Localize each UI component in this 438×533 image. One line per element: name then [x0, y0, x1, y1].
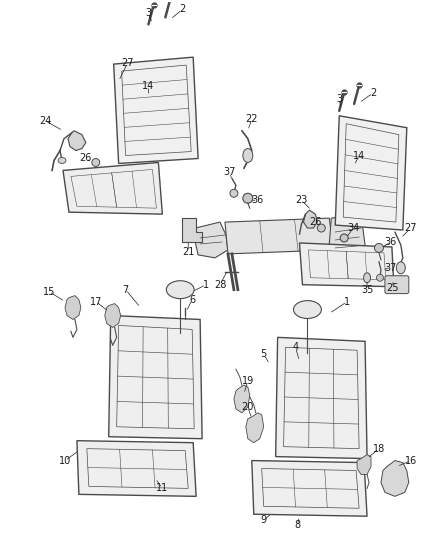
- Text: 25: 25: [387, 282, 399, 293]
- Polygon shape: [182, 218, 202, 242]
- Polygon shape: [63, 163, 162, 214]
- Text: 9: 9: [261, 515, 267, 525]
- FancyBboxPatch shape: [385, 276, 409, 294]
- Text: 22: 22: [246, 114, 258, 124]
- Polygon shape: [276, 337, 367, 458]
- Ellipse shape: [340, 234, 348, 242]
- Text: 1: 1: [344, 296, 350, 306]
- Text: 2: 2: [370, 88, 376, 98]
- Ellipse shape: [364, 273, 371, 282]
- Circle shape: [92, 158, 100, 166]
- Polygon shape: [225, 218, 333, 254]
- Text: 10: 10: [59, 456, 71, 465]
- Text: 37: 37: [224, 167, 236, 177]
- Ellipse shape: [230, 189, 238, 197]
- Polygon shape: [335, 116, 407, 230]
- Ellipse shape: [374, 244, 383, 253]
- Polygon shape: [195, 222, 228, 258]
- Text: 16: 16: [405, 456, 417, 465]
- Ellipse shape: [396, 262, 405, 274]
- Polygon shape: [234, 385, 250, 413]
- Text: 26: 26: [80, 154, 92, 164]
- Polygon shape: [304, 210, 318, 228]
- Text: 6: 6: [189, 295, 195, 304]
- Text: 36: 36: [385, 237, 397, 247]
- Text: 17: 17: [90, 296, 102, 306]
- Text: 1: 1: [203, 280, 209, 290]
- Ellipse shape: [243, 193, 253, 203]
- Polygon shape: [252, 461, 367, 516]
- Polygon shape: [77, 441, 196, 496]
- Text: 37: 37: [385, 263, 397, 273]
- Text: 19: 19: [242, 376, 254, 386]
- Circle shape: [318, 224, 325, 232]
- Text: 18: 18: [373, 443, 385, 454]
- Ellipse shape: [166, 281, 194, 298]
- Text: 28: 28: [214, 280, 226, 290]
- Polygon shape: [329, 215, 365, 262]
- Text: 26: 26: [309, 217, 321, 227]
- Text: 14: 14: [142, 81, 155, 91]
- Text: 3: 3: [145, 9, 152, 19]
- Ellipse shape: [58, 158, 66, 164]
- Polygon shape: [109, 316, 202, 439]
- Text: 7: 7: [123, 285, 129, 295]
- Text: 5: 5: [261, 349, 267, 359]
- Polygon shape: [357, 455, 371, 474]
- Polygon shape: [105, 304, 120, 327]
- Polygon shape: [300, 243, 394, 287]
- Text: 24: 24: [39, 116, 51, 126]
- Polygon shape: [381, 461, 409, 496]
- Text: 27: 27: [121, 58, 134, 68]
- Text: 35: 35: [361, 285, 373, 295]
- Polygon shape: [246, 413, 264, 443]
- Polygon shape: [114, 57, 198, 164]
- Text: 15: 15: [43, 287, 55, 297]
- Text: 21: 21: [182, 247, 194, 257]
- Polygon shape: [68, 131, 86, 150]
- Text: 8: 8: [294, 520, 300, 530]
- Text: 2: 2: [179, 4, 185, 14]
- Ellipse shape: [377, 274, 383, 281]
- Text: 36: 36: [251, 195, 264, 205]
- Text: 11: 11: [156, 483, 169, 494]
- Text: 20: 20: [242, 402, 254, 412]
- Text: 34: 34: [347, 223, 359, 233]
- Ellipse shape: [243, 149, 253, 163]
- Ellipse shape: [293, 301, 321, 319]
- Text: 3: 3: [336, 94, 342, 104]
- Text: 4: 4: [293, 342, 299, 352]
- Text: 14: 14: [353, 150, 365, 160]
- Polygon shape: [65, 296, 81, 319]
- Text: 23: 23: [295, 195, 307, 205]
- Text: 27: 27: [405, 223, 417, 233]
